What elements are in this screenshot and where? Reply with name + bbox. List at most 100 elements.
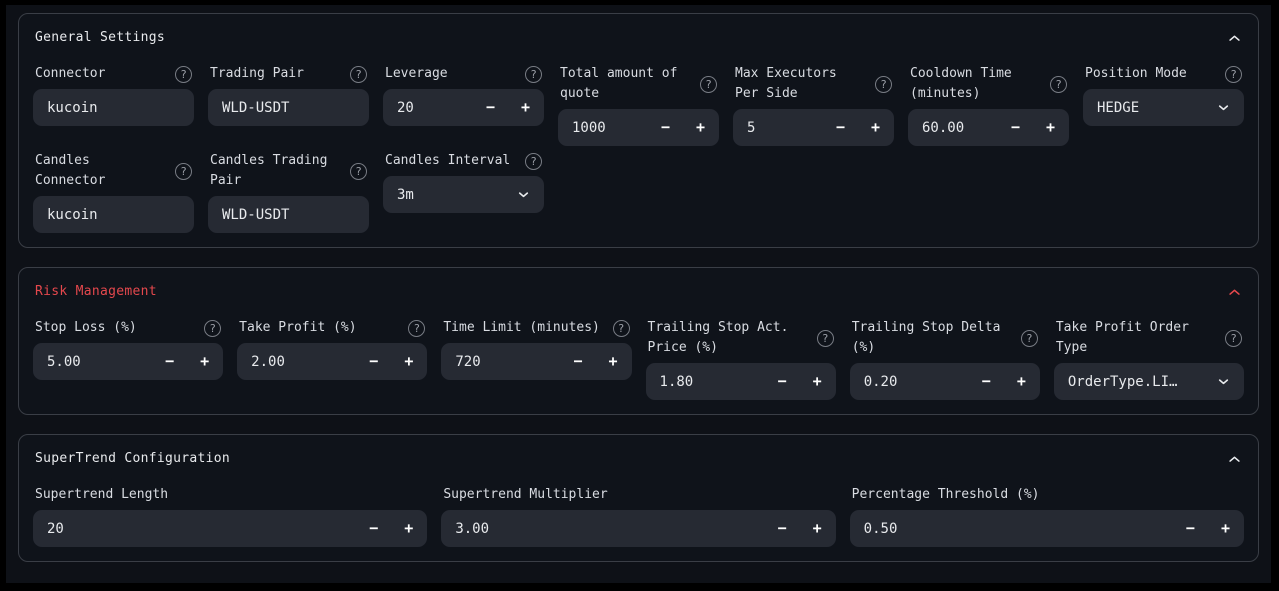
decrement-button[interactable]: − <box>165 352 175 370</box>
risk-management-section: Risk Management Stop Loss (%) ? 5.00 − +… <box>18 267 1259 415</box>
decrement-button[interactable]: − <box>660 118 670 136</box>
candles-trading-pair-input[interactable]: WLD-USDT <box>208 196 369 233</box>
help-icon[interactable]: ? <box>1050 75 1067 93</box>
chevron-up-icon[interactable] <box>1227 285 1242 300</box>
select-value: 3m <box>397 186 414 203</box>
chevron-down-icon <box>518 192 529 198</box>
decrement-button[interactable]: − <box>835 118 845 136</box>
field-max-executors: Max Executors Per Side ? 5 − + <box>733 64 894 146</box>
field-time-limit: Time Limit (minutes) ? 720 − + <box>441 318 632 380</box>
input-value: 1.80 <box>659 373 694 390</box>
field-candles-trading-pair: Candles Trading Pair ? WLD-USDT <box>208 151 369 233</box>
settings-page: General Settings Connector ? kucoin Trad… <box>6 5 1271 583</box>
help-icon[interactable]: ? <box>1225 65 1242 83</box>
field-cooldown-time: Cooldown Time (minutes) ? 60.00 − + <box>908 64 1069 146</box>
field-label: Connector <box>35 66 106 81</box>
field-candles-interval: Candles Interval ? 3m <box>383 151 544 213</box>
stop-loss-stepper[interactable]: 5.00 − + <box>33 343 224 380</box>
increment-button[interactable]: + <box>695 118 705 136</box>
decrement-button[interactable]: − <box>573 352 583 370</box>
input-value: 720 <box>455 353 481 370</box>
max-executors-stepper[interactable]: 5 − + <box>733 109 894 146</box>
input-value: 1000 <box>572 119 606 136</box>
trailing-stop-delta-stepper[interactable]: 0.20 − + <box>849 363 1040 400</box>
increment-button[interactable]: + <box>812 519 822 537</box>
leverage-stepper[interactable]: 20 − + <box>383 89 544 126</box>
field-label: Leverage <box>385 66 448 81</box>
increment-button[interactable]: + <box>1045 118 1055 136</box>
help-icon[interactable]: ? <box>1225 329 1243 347</box>
field-label: Supertrend Length <box>35 487 169 502</box>
help-icon[interactable]: ? <box>350 65 367 83</box>
field-trailing-stop-act-price: Trailing Stop Act. Price (%) ? 1.80 − + <box>645 318 836 400</box>
increment-button[interactable]: + <box>870 118 880 136</box>
supertrend-length-stepper[interactable]: 20 − + <box>33 510 428 547</box>
decrement-button[interactable]: − <box>777 372 787 390</box>
position-mode-select[interactable]: HEDGE <box>1083 89 1244 126</box>
chevron-up-icon[interactable] <box>1227 31 1242 46</box>
input-value: 20 <box>397 99 414 116</box>
field-take-profit: Take Profit (%) ? 2.00 − + <box>237 318 428 380</box>
decrement-button[interactable]: − <box>1185 519 1195 537</box>
help-icon[interactable]: ? <box>1020 329 1038 347</box>
input-value: 3.00 <box>455 520 490 537</box>
decrement-button[interactable]: − <box>485 98 495 116</box>
take-profit-stepper[interactable]: 2.00 − + <box>237 343 428 380</box>
decrement-button[interactable]: − <box>1010 118 1020 136</box>
decrement-button[interactable]: − <box>777 519 787 537</box>
field-take-profit-order-type: Take Profit Order Type ? OrderType.LI… <box>1053 318 1245 400</box>
supertrend-multiplier-stepper[interactable]: 3.00 − + <box>441 510 836 547</box>
percentage-threshold-stepper[interactable]: 0.50 − + <box>849 510 1244 547</box>
trailing-stop-act-price-stepper[interactable]: 1.80 − + <box>645 363 836 400</box>
help-icon[interactable]: ? <box>700 75 717 93</box>
input-value: kucoin <box>47 206 98 223</box>
help-icon[interactable]: ? <box>816 329 834 347</box>
select-value: OrderType.LI… <box>1067 373 1178 390</box>
help-icon[interactable]: ? <box>875 75 892 93</box>
increment-button[interactable]: + <box>520 98 530 116</box>
help-icon[interactable]: ? <box>175 65 192 83</box>
field-leverage: Leverage ? 20 − + <box>383 64 544 126</box>
cooldown-time-stepper[interactable]: 60.00 − + <box>908 109 1069 146</box>
field-label: Take Profit (%) <box>239 320 357 335</box>
total-amount-quote-stepper[interactable]: 1000 − + <box>558 109 719 146</box>
field-label: Take Profit Order Type <box>1055 320 1189 355</box>
help-icon[interactable]: ? <box>408 319 426 337</box>
trading-pair-input[interactable]: WLD-USDT <box>208 89 369 126</box>
increment-button[interactable]: + <box>1016 372 1026 390</box>
field-trading-pair: Trading Pair ? WLD-USDT <box>208 64 369 126</box>
candles-interval-select[interactable]: 3m <box>383 176 544 213</box>
help-icon[interactable]: ? <box>612 319 630 337</box>
help-icon[interactable]: ? <box>525 65 542 83</box>
field-label: Cooldown Time (minutes) <box>910 66 1012 101</box>
section-title-general: General Settings <box>35 30 166 45</box>
increment-button[interactable]: + <box>404 519 414 537</box>
decrement-button[interactable]: − <box>981 372 991 390</box>
decrement-button[interactable]: − <box>369 519 379 537</box>
section-header: General Settings <box>33 28 1244 48</box>
field-supertrend-length: Supertrend Length 20 − + <box>33 485 428 547</box>
increment-button[interactable]: + <box>404 352 414 370</box>
supertrend-configuration-section: SuperTrend Configuration Supertrend Leng… <box>18 434 1259 562</box>
field-label: Trailing Stop Delta (%) <box>851 320 1001 355</box>
take-profit-order-type-select[interactable]: OrderType.LI… <box>1053 363 1245 400</box>
help-icon[interactable]: ? <box>525 152 542 170</box>
connector-input[interactable]: kucoin <box>33 89 194 126</box>
fields-row: Connector ? kucoin Trading Pair ? WLD-US… <box>33 64 1244 146</box>
increment-button[interactable]: + <box>812 372 822 390</box>
help-icon[interactable]: ? <box>175 162 192 180</box>
field-candles-connector: Candles Connector ? kucoin <box>33 151 194 233</box>
section-title-supertrend: SuperTrend Configuration <box>35 451 231 466</box>
field-stop-loss: Stop Loss (%) ? 5.00 − + <box>33 318 224 380</box>
chevron-up-icon[interactable] <box>1227 452 1242 467</box>
help-icon[interactable]: ? <box>350 162 367 180</box>
time-limit-stepper[interactable]: 720 − + <box>441 343 632 380</box>
field-label: Trailing Stop Act. Price (%) <box>647 320 789 355</box>
increment-button[interactable]: + <box>200 352 210 370</box>
candles-connector-input[interactable]: kucoin <box>33 196 194 233</box>
increment-button[interactable]: + <box>1220 519 1230 537</box>
help-icon[interactable]: ? <box>204 319 222 337</box>
increment-button[interactable]: + <box>608 352 618 370</box>
decrement-button[interactable]: − <box>369 352 379 370</box>
input-value: 0.50 <box>863 520 898 537</box>
